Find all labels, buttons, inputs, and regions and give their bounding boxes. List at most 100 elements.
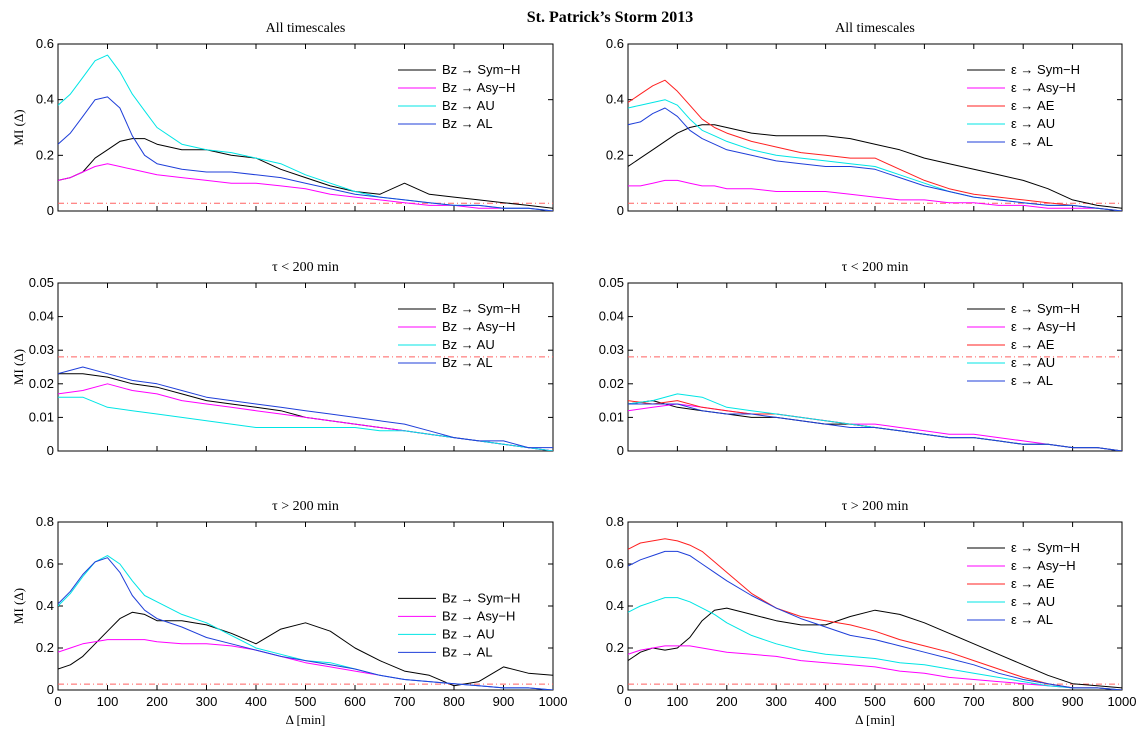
- x-tick-label: 300: [196, 694, 218, 709]
- legend-label: ε → Asy−H: [1011, 558, 1076, 573]
- legend-label: ε → Sym−H: [1011, 540, 1080, 555]
- series-line-5: [628, 550, 1122, 690]
- legend-label: ε → AE: [1011, 98, 1055, 113]
- figure-title: St. Patrick’s Storm 2013: [527, 9, 694, 26]
- legend-label: ε → AE: [1011, 576, 1055, 591]
- y-tick-label: 0.2: [606, 147, 624, 162]
- y-tick-label: 0.4: [36, 92, 54, 107]
- series-line-4: [58, 96, 553, 211]
- panel-title: τ < 200 min: [272, 260, 339, 275]
- series-line-1: [58, 611, 553, 687]
- x-tick-label: 200: [716, 694, 738, 709]
- series-line-4: [628, 597, 1122, 690]
- chart-panel-4: τ < 200 min 0 0.01 0.02 0.03 0.04 0.05 ε → Sym−…: [599, 260, 1123, 458]
- panels: All timescales 0 0.2 0.4 0.6 MI (Δ) Bz → Sym−H…: [11, 21, 1136, 727]
- series-line-1: [628, 400, 1122, 451]
- series-line-1: [58, 373, 553, 451]
- series-line-2: [628, 645, 1122, 690]
- y-tick-label: 0.2: [36, 640, 54, 655]
- legend-label: Bz → AL: [442, 355, 493, 370]
- x-tick-label: 600: [344, 694, 366, 709]
- y-axis-label: MI (Δ): [11, 109, 26, 145]
- legend-label: ε → AE: [1011, 337, 1055, 352]
- y-tick-label: 0.8: [36, 514, 54, 529]
- legend-label: ε → Asy−H: [1011, 80, 1076, 95]
- legend-label: Bz → Asy−H: [442, 608, 515, 623]
- x-tick-label: 300: [765, 694, 787, 709]
- x-tick-label: 0: [624, 694, 631, 709]
- legend-label: Bz → AU: [442, 337, 495, 352]
- legend-label: Bz → AL: [442, 644, 493, 659]
- series-group: [628, 393, 1122, 451]
- x-tick-label: 800: [1012, 694, 1034, 709]
- y-tick-label: 0.01: [29, 409, 54, 424]
- legend: Bz → Sym−H Bz → Asy−H Bz → AU Bz → AL: [398, 62, 520, 131]
- legend-label: Bz → Asy−H: [442, 80, 515, 95]
- y-tick-label: 0.4: [606, 598, 624, 613]
- panel-title: All timescales: [266, 21, 346, 36]
- y-tick-label: 0.2: [606, 640, 624, 655]
- series-group: [628, 79, 1122, 211]
- legend-label: Bz → Asy−H: [442, 319, 515, 334]
- chart-panel-1: All timescales 0 0.2 0.4 0.6 MI (Δ) Bz → Sym−H…: [11, 21, 554, 218]
- y-tick-label: 0.4: [36, 598, 54, 613]
- legend-label: Bz → AL: [442, 116, 493, 131]
- panel-title: All timescales: [835, 21, 915, 36]
- series-line-1: [58, 138, 553, 209]
- chart-panel-2: All timescales 0 0.2 0.4 0.6 ε → Sym−H ε → Asy…: [606, 21, 1123, 218]
- series-line-3: [58, 54, 553, 211]
- y-tick-label: 0: [617, 682, 624, 697]
- legend-label: ε → AL: [1011, 134, 1053, 149]
- x-tick-label: 500: [295, 694, 317, 709]
- x-tick-label: 0: [54, 694, 61, 709]
- series-line-2: [628, 179, 1122, 211]
- x-tick-label: 200: [146, 694, 168, 709]
- legend: Bz → Sym−H Bz → Asy−H Bz → AU Bz → AL: [398, 301, 520, 370]
- panel-title: τ < 200 min: [842, 260, 909, 275]
- y-tick-label: 0: [617, 443, 624, 458]
- y-tick-label: 0: [617, 203, 624, 218]
- series-line-4: [58, 366, 553, 449]
- y-tick-label: 0.2: [36, 147, 54, 162]
- x-axis-label: Δ [min]: [286, 712, 326, 727]
- legend-label: ε → AL: [1011, 612, 1053, 627]
- series-line-4: [628, 393, 1122, 451]
- y-tick-label: 0.4: [606, 92, 624, 107]
- x-tick-label: 1000: [1108, 694, 1137, 709]
- legend-label: ε → Asy−H: [1011, 319, 1076, 334]
- y-tick-label: 0: [47, 443, 54, 458]
- chart-panel-3: τ < 200 min 0 0.01 0.02 0.03 0.04 0.05 MI (Δ) Bz…: [11, 260, 554, 458]
- x-tick-label: 700: [394, 694, 416, 709]
- y-tick-label: 0.6: [606, 36, 624, 51]
- y-tick-label: 0.03: [29, 342, 54, 357]
- y-tick-label: 0.02: [29, 376, 54, 391]
- x-tick-label: 600: [914, 694, 936, 709]
- legend: ε → Sym−H ε → Asy−H ε → AE ε → AU ε → AL: [967, 62, 1080, 149]
- y-tick-label: 0.01: [599, 409, 624, 424]
- x-tick-label: 100: [97, 694, 119, 709]
- chart-panel-5: τ > 200 min 0 0.2 0.4 0.6 0.8 0 100 200 300 400 500…: [11, 499, 567, 727]
- y-tick-label: 0.03: [599, 342, 624, 357]
- legend-label: ε → AU: [1011, 355, 1055, 370]
- series-group: [58, 54, 553, 211]
- legend: Bz → Sym−H Bz → Asy−H Bz → AU Bz → AL: [398, 590, 520, 659]
- legend-label: ε → AU: [1011, 594, 1055, 609]
- y-tick-label: 0.04: [29, 309, 54, 324]
- x-tick-label: 100: [667, 694, 689, 709]
- y-tick-label: 0.8: [606, 514, 624, 529]
- panel-title: τ > 200 min: [842, 499, 909, 514]
- legend-label: Bz → AU: [442, 98, 495, 113]
- series-group: [58, 555, 553, 690]
- legend-label: Bz → Sym−H: [442, 62, 520, 77]
- legend-label: ε → AU: [1011, 116, 1055, 131]
- axes-frame: [57, 521, 554, 691]
- series-line-4: [58, 557, 553, 690]
- y-tick-label: 0.02: [599, 376, 624, 391]
- legend-label: Bz → Sym−H: [442, 590, 520, 605]
- series-line-1: [628, 607, 1122, 689]
- legend-label: Bz → AU: [442, 626, 495, 641]
- y-tick-label: 0.04: [599, 309, 624, 324]
- series-line-3: [628, 400, 1122, 451]
- series-line-2: [58, 163, 553, 211]
